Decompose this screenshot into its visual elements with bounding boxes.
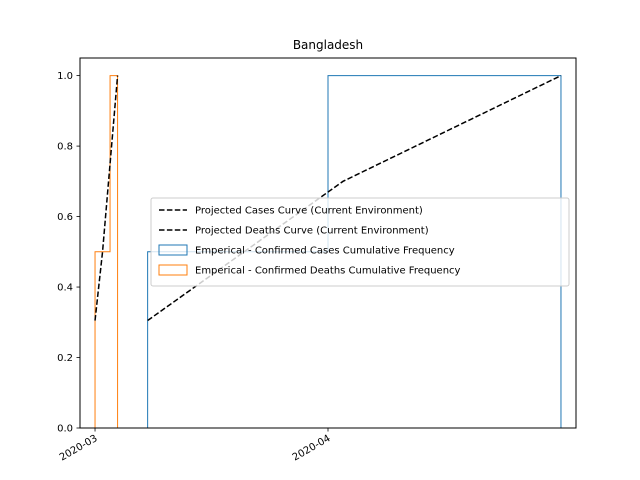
legend-swatch [158, 244, 188, 256]
chart-title: Bangladesh [293, 38, 363, 52]
series-step-3 [94, 75, 119, 428]
x-tick-label: 2020-04 [291, 433, 333, 463]
legend-label: Emperical - Confirmed Deaths Cumulative … [195, 266, 461, 277]
series-step-2 [147, 75, 562, 428]
y-axis: 0.0 0.2 0.4 0.6 0.8 1.0 [57, 71, 80, 435]
series-line-1 [94, 75, 119, 321]
y-tick-label: 0.4 [57, 283, 73, 294]
x-axis: 2020-03 2020-04 [58, 428, 333, 463]
legend-label: Projected Cases Curve (Current Environme… [195, 206, 423, 217]
y-tick-label: 0.6 [57, 212, 73, 223]
y-tick-label: 0.2 [57, 353, 73, 364]
y-tick-label: 1.0 [57, 71, 73, 82]
legend-box [150, 197, 570, 287]
legend-label: Projected Deaths Curve (Current Environm… [195, 226, 429, 237]
legend: Projected Cases Curve (Current Environme… [150, 197, 570, 287]
y-tick-label: 0.8 [57, 142, 73, 153]
legend-swatch [158, 264, 188, 276]
x-tick-label: 2020-03 [58, 433, 100, 463]
legend-label: Emperical - Confirmed Cases Cumulative F… [195, 246, 455, 257]
y-tick-label: 0.0 [57, 424, 73, 435]
